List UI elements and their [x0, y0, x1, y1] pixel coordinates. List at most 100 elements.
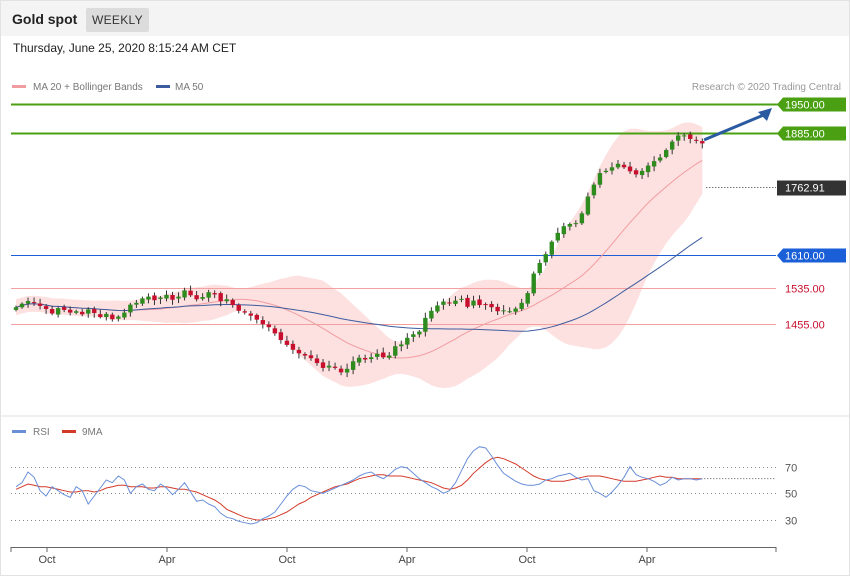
- candle: [362, 354, 368, 363]
- candle: [489, 301, 494, 312]
- candle-body: [338, 368, 344, 373]
- candle-body: [49, 309, 55, 314]
- candle-body: [134, 302, 139, 305]
- candle-body: [597, 173, 603, 185]
- candle: [92, 306, 97, 318]
- support-label: 1455.00: [785, 320, 825, 332]
- candle: [507, 307, 512, 314]
- candle-body: [320, 362, 326, 368]
- candle: [688, 131, 693, 144]
- credit-label: Research © 2020 Trading Central: [692, 82, 841, 93]
- instrument-title: Gold spot: [12, 11, 78, 27]
- candle: [242, 309, 247, 315]
- candle-body: [368, 357, 374, 360]
- candle: [146, 293, 151, 304]
- candle: [525, 291, 530, 307]
- candle-body: [332, 366, 338, 368]
- candle: [200, 293, 205, 301]
- candle: [645, 162, 651, 178]
- candle: [260, 316, 266, 329]
- candle-body: [627, 166, 633, 172]
- candle-body: [483, 304, 488, 306]
- ma9-legend-label: 9MA: [82, 427, 103, 438]
- candle-body: [573, 223, 579, 225]
- candle: [49, 305, 55, 316]
- candle-body: [489, 303, 494, 308]
- candle: [441, 298, 446, 310]
- candle: [284, 335, 290, 347]
- candle-body: [206, 292, 211, 298]
- candle: [657, 153, 663, 163]
- candle: [272, 325, 278, 336]
- period-badge[interactable]: WEEKLY: [86, 8, 149, 32]
- candle-body: [356, 357, 362, 363]
- candle: [248, 310, 253, 321]
- candle: [128, 302, 133, 317]
- candle: [651, 156, 657, 172]
- candle: [86, 307, 91, 318]
- candle: [694, 136, 699, 144]
- candle: [110, 312, 115, 322]
- candle: [55, 306, 61, 318]
- candle: [669, 139, 675, 155]
- candle-body: [405, 337, 410, 345]
- rsi-tick-label: 30: [785, 516, 797, 528]
- candle-body: [170, 295, 175, 300]
- candle-body: [676, 135, 681, 141]
- candle: [116, 315, 121, 322]
- candle: [603, 168, 609, 174]
- candle: [387, 352, 392, 360]
- candle-body: [194, 295, 199, 300]
- candle: [182, 287, 187, 301]
- candle: [621, 161, 627, 169]
- pivot-label: 1610.00: [785, 251, 825, 263]
- candle: [134, 299, 139, 308]
- candle: [230, 298, 235, 308]
- candle: [597, 168, 603, 188]
- candle: [80, 309, 85, 317]
- candle-body: [31, 302, 37, 304]
- candle-body: [447, 302, 452, 304]
- candle: [326, 360, 332, 372]
- candle-body: [700, 141, 705, 144]
- candle: [399, 340, 404, 352]
- candle-body: [669, 141, 675, 150]
- chart-header: Gold spot WEEKLY: [1, 1, 849, 36]
- candle: [627, 161, 633, 174]
- candle-body: [555, 232, 560, 241]
- candle-body: [633, 170, 639, 175]
- candle: [344, 363, 350, 378]
- candle: [700, 138, 705, 149]
- bollinger-bands: [16, 122, 703, 389]
- candle-body: [116, 316, 121, 319]
- candle: [682, 133, 687, 141]
- candle-body: [615, 163, 621, 168]
- candle-body: [266, 324, 272, 328]
- timestamp: Thursday, June 25, 2020 8:15:24 AM CET: [13, 41, 237, 55]
- candle-body: [43, 306, 49, 310]
- candle: [74, 309, 79, 315]
- candle-body: [224, 299, 229, 302]
- candle: [429, 307, 434, 322]
- ma9-legend-swatch: [62, 430, 76, 433]
- x-axis-tick-label: Apr: [638, 554, 655, 566]
- candle-body: [609, 167, 615, 171]
- candle: [332, 362, 338, 370]
- candle: [296, 346, 302, 359]
- candle: [19, 302, 25, 309]
- candle: [31, 297, 37, 306]
- candle-body: [651, 161, 657, 167]
- candle-body: [387, 355, 392, 358]
- candle-body: [375, 353, 380, 357]
- candle: [122, 308, 127, 320]
- candle: [266, 321, 272, 332]
- candle: [567, 222, 573, 231]
- candle-body: [501, 310, 506, 312]
- candle-body: [381, 352, 386, 358]
- candle-body: [236, 304, 241, 311]
- candle-body: [284, 340, 290, 345]
- ma20-legend-label: MA 20 + Bollinger Bands: [33, 82, 143, 93]
- candle-body: [579, 213, 585, 224]
- candle-body: [561, 226, 567, 235]
